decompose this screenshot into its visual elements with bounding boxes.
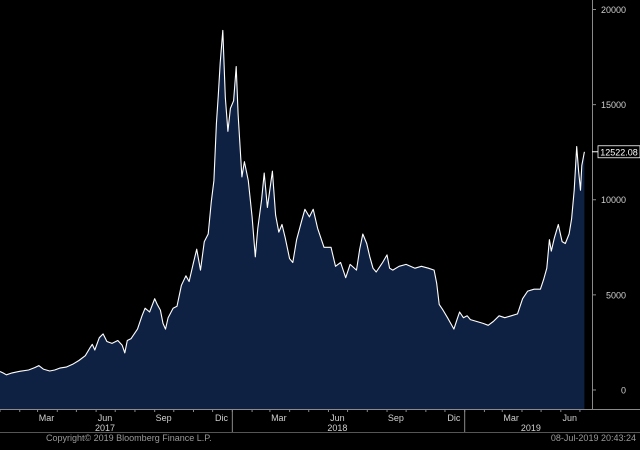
last-value-label: 12522.08 [600, 147, 638, 157]
y-tick-label: 5000 [606, 290, 626, 300]
x-tick-label: Dic [447, 413, 460, 423]
x-tick-label: Mar [271, 413, 287, 423]
last-value-box [597, 145, 640, 159]
series-area [0, 30, 585, 410]
y-tick-label: 0 [621, 385, 626, 395]
y-tick-label: 20000 [601, 5, 626, 15]
year-label: 2018 [327, 423, 347, 433]
y-tick-label: 15000 [601, 100, 626, 110]
x-tick-label: Mar [39, 413, 55, 423]
copyright-text: Copyright© 2019 Bloomberg Finance L.P. [46, 433, 212, 443]
year-label: 2017 [95, 423, 115, 433]
x-tick-label: Dic [215, 413, 228, 423]
series-line [0, 29, 585, 376]
x-tick-label: Jun [330, 413, 345, 423]
x-tick-label: Sep [156, 413, 172, 423]
x-tick-label: Mar [503, 413, 519, 423]
x-tick-label: Sep [388, 413, 404, 423]
year-label: 2019 [521, 423, 541, 433]
timestamp-text: 08-Jul-2019 20:43:24 [551, 433, 636, 443]
y-tick-label: 10000 [601, 195, 626, 205]
x-tick-label: Jun [562, 413, 577, 423]
x-tick-label: Jun [98, 413, 113, 423]
